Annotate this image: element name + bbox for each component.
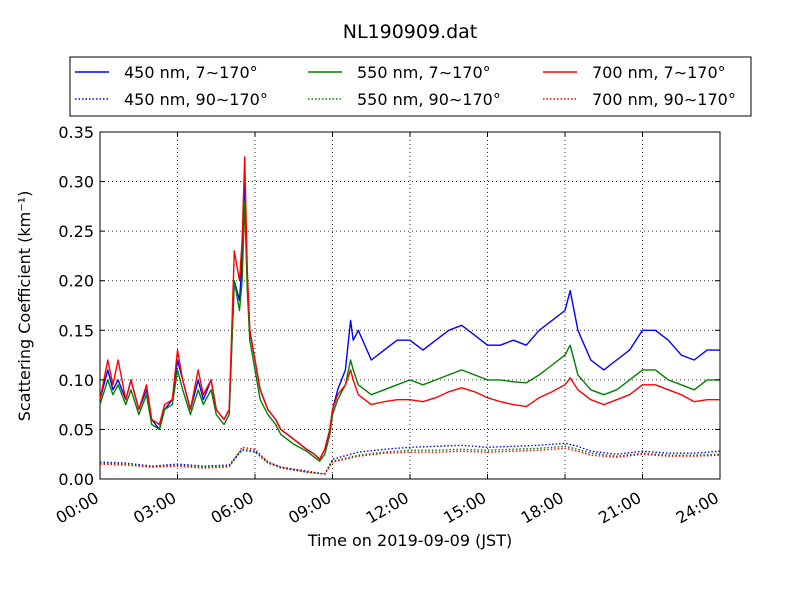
y-tick-label: 0.35 xyxy=(58,123,94,142)
legend-label-3: 550 nm, 7∼170° xyxy=(357,63,491,82)
x-tick-label: 24:00 xyxy=(673,488,722,528)
series-line-5 xyxy=(99,156,720,460)
x-tick-label: 21:00 xyxy=(595,488,644,528)
x-tick-label: 18:00 xyxy=(518,488,567,528)
series-layer xyxy=(99,156,721,475)
y-tick-label: 0.00 xyxy=(58,470,94,489)
legend: 450 nm, 7∼170° 450 nm, 90∼170° 550 nm, 7∼1… xyxy=(69,56,752,117)
x-tick-label: 09:00 xyxy=(285,488,334,528)
series-line-2 xyxy=(99,442,721,475)
series-line-4 xyxy=(99,445,721,475)
y-tick-label: 0.15 xyxy=(58,321,94,340)
y-tick-label: 0.30 xyxy=(58,173,94,192)
x-tick-label: 00:00 xyxy=(53,488,102,528)
legend-frame xyxy=(69,56,752,117)
x-axis-label: Time on 2019-09-09 (JST) xyxy=(307,531,512,550)
x-tick-label: 12:00 xyxy=(363,488,412,528)
x-tick-label: 15:00 xyxy=(440,488,489,528)
legend-label-4: 550 nm, 90∼170° xyxy=(357,90,501,109)
legend-label-5: 700 nm, 7∼170° xyxy=(592,63,726,82)
chart-title: NL190909.dat xyxy=(343,21,478,43)
series-line-6 xyxy=(99,446,721,475)
x-tick-label: 06:00 xyxy=(208,488,257,528)
y-tick-label: 0.05 xyxy=(58,420,94,439)
series-line-3 xyxy=(99,200,720,462)
legend-label-2: 450 nm, 90∼170° xyxy=(124,90,268,109)
y-tick-label: 0.10 xyxy=(58,371,94,390)
y-axis-label: Scattering Coefficient (km⁻¹) xyxy=(15,191,34,422)
y-tick-label: 0.20 xyxy=(58,272,94,291)
legend-label-6: 700 nm, 90∼170° xyxy=(592,90,736,109)
x-tick-label: 03:00 xyxy=(130,488,179,528)
legend-label-1: 450 nm, 7∼170° xyxy=(124,63,258,82)
grid xyxy=(100,132,720,479)
y-tick-label: 0.25 xyxy=(58,222,94,241)
